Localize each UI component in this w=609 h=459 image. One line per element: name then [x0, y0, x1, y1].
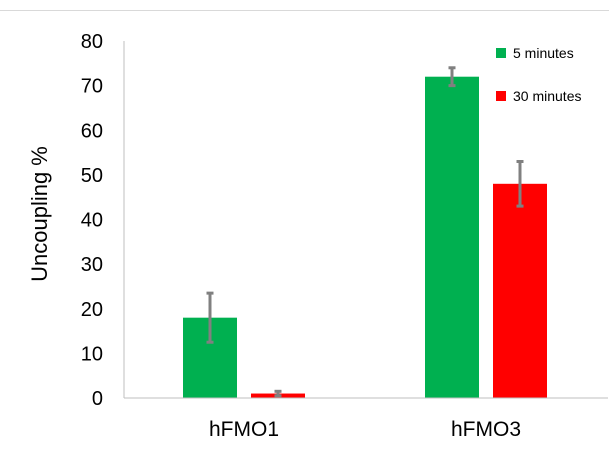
y-tick-label: 70 — [81, 76, 103, 98]
top-divider — [0, 10, 609, 11]
y-tick-label: 40 — [81, 210, 103, 232]
y-axis-title: Uncoupling % — [27, 146, 52, 282]
legend-swatch — [496, 91, 506, 101]
y-tick-label: 20 — [81, 299, 103, 321]
error-bar — [206, 291, 214, 344]
legend-item: 30 minutes — [496, 88, 581, 104]
error-bar — [516, 159, 524, 208]
error-bar — [448, 66, 456, 88]
y-tick-label: 80 — [81, 31, 103, 53]
y-tick-label: 50 — [81, 165, 103, 187]
legend-label: 30 minutes — [513, 88, 581, 104]
legend-item: 5 minutes — [496, 45, 574, 61]
x-category-label: hFMO1 — [209, 418, 279, 441]
y-axis-title-group: Uncoupling % — [27, 146, 52, 282]
bar — [425, 76, 479, 398]
bars — [183, 66, 547, 398]
y-tick-label: 60 — [81, 120, 103, 142]
y-axis-ticks: 0 10 20 30 40 50 60 70 80 — [81, 31, 103, 410]
x-category-label: hFMO3 — [451, 418, 521, 441]
legend-swatch — [496, 48, 506, 58]
legend: 5 minutes 30 minutes — [496, 45, 581, 104]
y-tick-label: 30 — [81, 254, 103, 276]
error-bar — [274, 389, 282, 398]
y-tick-label: 0 — [92, 388, 103, 410]
bar — [493, 183, 547, 398]
y-tick-label: 10 — [81, 343, 103, 365]
legend-label: 5 minutes — [513, 45, 574, 61]
x-axis-labels: hFMO1 hFMO3 — [209, 418, 521, 441]
